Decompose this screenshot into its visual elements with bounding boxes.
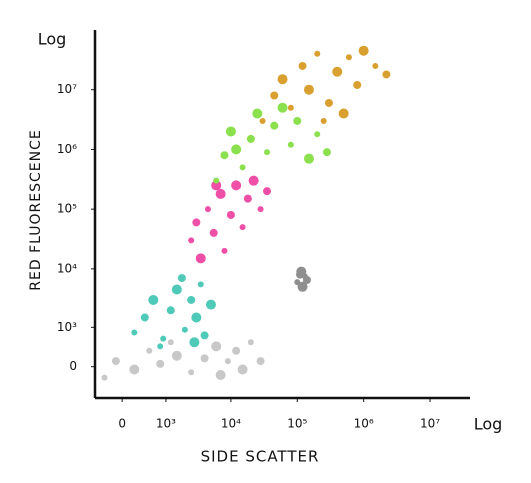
data-point [148,294,159,305]
data-point [195,253,206,264]
data-point [188,369,195,376]
data-point [177,274,186,283]
data-point [338,108,349,119]
data-point [101,374,108,381]
data-point [303,153,314,164]
data-point [345,54,352,61]
data-point [257,206,264,213]
data-point [200,354,209,363]
data-point [332,66,343,77]
data-point [211,180,222,191]
data-point [160,335,167,342]
data-point [358,45,369,56]
data-point [303,84,314,95]
data-point [270,121,279,130]
data-point [192,218,201,227]
data-point [213,177,220,184]
data-point [256,357,265,366]
data-point [248,175,259,186]
data-point [211,341,222,352]
data-point [353,80,362,89]
y-scale-label: Log [38,30,67,49]
y-axis-title: RED FLUORESCENCE [28,129,44,290]
x-axis-title: SIDE SCATTER [201,448,320,466]
data-point [259,117,266,124]
data-point [239,224,246,231]
data-point [320,117,327,124]
data-point [181,326,188,333]
y-tick-label: 10⁶ [57,142,77,156]
y-tick-label: 10⁴ [57,261,77,275]
data-point [197,281,204,288]
data-point [263,187,272,196]
y-tick-label: 0 [69,359,77,373]
x-scale-label: Log [474,415,503,434]
data-point [221,247,228,254]
data-point [157,343,164,350]
data-point [246,134,255,143]
data-point [382,70,391,79]
data-point [167,339,174,346]
data-point [322,148,331,157]
data-point [287,104,294,111]
data-point [237,364,248,375]
data-point [247,339,254,346]
data-point [146,347,153,354]
data-point [220,151,229,160]
x-tick-label: 0 [118,417,126,431]
data-point [131,329,138,336]
data-point [300,281,307,288]
data-point [226,210,235,219]
y-tick-label: 10⁷ [57,82,77,96]
data-point [239,164,246,171]
data-point [205,299,216,310]
data-point [232,346,241,355]
data-point [314,50,321,57]
y-tick-label: 10³ [57,320,77,334]
data-point [314,131,321,138]
data-point [277,102,288,113]
data-point [225,126,236,137]
data-point [191,312,202,323]
data-point [224,358,231,365]
data-point [264,149,271,156]
data-point [270,91,279,100]
data-point [231,144,242,155]
data-point [296,266,307,277]
data-point [277,74,288,85]
y-tick-label: 10⁵ [57,202,77,216]
data-point [171,350,182,361]
x-tick-label: 10⁷ [420,417,440,431]
data-point [187,295,196,304]
data-point [129,364,140,375]
data-point [298,61,307,70]
data-point [243,194,252,203]
data-point [156,359,165,368]
x-tick-label: 10³ [156,417,176,431]
data-point [209,228,218,237]
data-point [324,98,333,107]
x-tick-label: 10⁴ [221,417,241,431]
data-point [204,206,211,213]
data-point [166,306,175,315]
data-point [372,62,379,69]
data-point [188,237,195,244]
data-point [140,313,149,322]
data-point [111,357,120,366]
data-point [287,141,294,148]
data-point [189,337,200,348]
data-point [252,108,263,119]
data-point [231,180,242,191]
data-point [200,331,209,340]
x-tick-label: 10⁵ [287,417,307,431]
data-point [215,188,226,199]
data-point [293,116,302,125]
data-point [171,284,182,295]
x-tick-label: 10⁶ [354,417,374,431]
data-point [215,370,226,381]
